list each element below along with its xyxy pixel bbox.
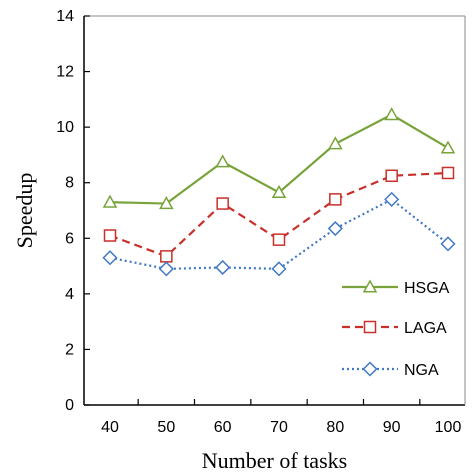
- y-tick-label: 10: [56, 119, 74, 136]
- data-point-laga: [441, 166, 455, 180]
- legend-marker: [362, 279, 378, 293]
- x-tick-label: 60: [214, 419, 232, 436]
- series-hsga: [102, 107, 456, 210]
- data-point-laga: [272, 233, 286, 246]
- series-nga: [102, 191, 456, 277]
- x-tick-label: 40: [101, 419, 119, 436]
- y-tick-label: 14: [56, 8, 74, 25]
- y-axis-ticks: 0 2 4 6 8 10 12 14: [56, 8, 90, 414]
- series-layer: [102, 107, 456, 277]
- data-point-nga: [384, 191, 400, 207]
- y-tick-label: 0: [65, 397, 74, 414]
- x-tick-label: 80: [326, 419, 344, 436]
- data-point-laga: [329, 193, 342, 206]
- series-laga: [103, 166, 455, 263]
- legend-item-hsga: HSGA: [342, 279, 450, 297]
- data-point-nga: [215, 259, 231, 276]
- legend-label: NGA: [404, 362, 439, 379]
- x-tick-label: 50: [157, 419, 175, 436]
- y-tick-label: 4: [65, 286, 74, 303]
- data-point-hsga: [102, 194, 118, 208]
- data-point-hsga: [271, 184, 287, 198]
- legend-item-nga: NGA: [342, 361, 439, 379]
- data-point-laga: [385, 169, 398, 183]
- data-point-hsga: [440, 140, 456, 154]
- legend-label: LAGA: [404, 320, 447, 337]
- data-point-laga: [216, 197, 229, 210]
- legend-marker: [362, 361, 378, 377]
- legend: HSGA LAGA NGA: [342, 279, 450, 379]
- data-point-laga: [160, 250, 173, 263]
- y-tick-label: 2: [65, 341, 74, 358]
- data-point-nga: [327, 221, 343, 237]
- data-point-nga: [158, 261, 174, 277]
- data-point-hsga: [328, 136, 343, 150]
- x-axis-title: Number of tasks: [202, 448, 347, 473]
- data-point-nga: [440, 236, 456, 252]
- data-point-hsga: [215, 154, 230, 168]
- x-tick-label: 90: [383, 419, 401, 436]
- legend-item-laga: LAGA: [342, 320, 447, 337]
- x-axis-ticks: 40 50 60 70 80 90 100: [101, 399, 461, 436]
- legend-marker: [363, 320, 377, 334]
- x-tick-label: 100: [435, 419, 462, 436]
- y-tick-label: 8: [65, 175, 74, 192]
- y-tick-label: 6: [65, 230, 74, 247]
- data-point-hsga: [159, 196, 174, 210]
- x-tick-label: 70: [270, 419, 288, 436]
- y-axis-title: Speedup: [12, 173, 37, 249]
- data-point-nga: [102, 250, 118, 266]
- legend-label: HSGA: [404, 280, 450, 297]
- data-point-nga: [271, 261, 287, 277]
- plot-area: [83, 15, 466, 406]
- y-tick-label: 12: [56, 64, 74, 81]
- data-point-hsga: [384, 107, 399, 121]
- data-point-laga: [103, 229, 117, 242]
